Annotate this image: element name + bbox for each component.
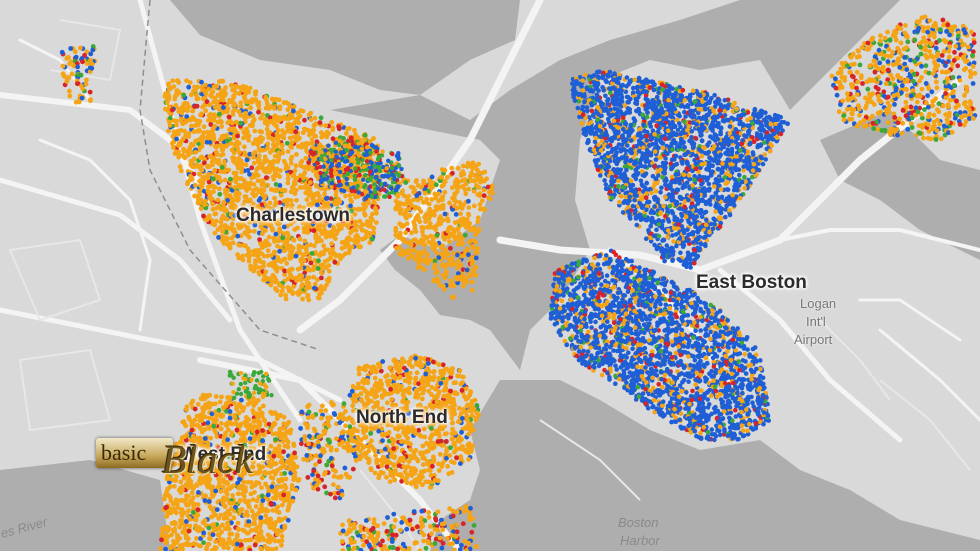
- label-charlestown: Charlestown: [236, 205, 351, 226]
- label-boston-harbor-1: Boston: [618, 515, 659, 530]
- logo-word-black: Black: [162, 437, 254, 482]
- label-boston-harbor-2: Harbor: [620, 533, 660, 548]
- label-logan-1: Logan: [800, 296, 837, 311]
- neighborhood-boundary: [139, 0, 321, 351]
- logo-word-basic: basic: [96, 438, 173, 468]
- label-logan-3: Airport: [794, 332, 833, 347]
- label-logan-2: Int'l: [806, 314, 826, 329]
- label-north-end: North End: [356, 407, 448, 428]
- label-east-boston: East Boston: [696, 272, 807, 293]
- minor-roads: [8, 19, 971, 551]
- basic-black-logo: basic Black: [96, 428, 254, 494]
- label-west-end: West End: [180, 444, 267, 465]
